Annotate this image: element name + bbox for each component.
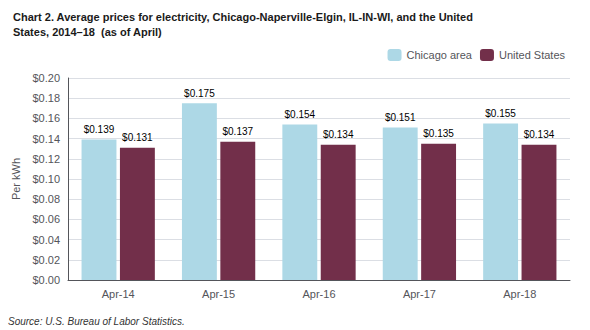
svg-text:$0.131: $0.131 bbox=[122, 132, 153, 143]
svg-text:$0.175: $0.175 bbox=[184, 88, 215, 99]
svg-text:Chart 2. Average prices for el: Chart 2. Average prices for electricity,… bbox=[13, 11, 473, 23]
svg-text:$0.06: $0.06 bbox=[32, 213, 60, 225]
svg-text:$0.10: $0.10 bbox=[32, 173, 60, 185]
svg-text:$0.14: $0.14 bbox=[32, 133, 60, 145]
svg-text:Apr-14: Apr-14 bbox=[102, 288, 135, 300]
svg-text:States, 2014–18 (as of April): States, 2014–18 (as of April) bbox=[13, 26, 162, 38]
svg-text:$0.04: $0.04 bbox=[32, 234, 60, 246]
svg-text:$0.151: $0.151 bbox=[385, 112, 416, 123]
svg-text:Source: U.S. Bureau of Labor S: Source: U.S. Bureau of Labor Statistics. bbox=[8, 316, 185, 327]
svg-text:Apr-15: Apr-15 bbox=[202, 288, 235, 300]
svg-text:Per kWh: Per kWh bbox=[10, 158, 22, 200]
svg-text:$0.16: $0.16 bbox=[32, 112, 60, 124]
svg-text:$0.08: $0.08 bbox=[32, 193, 60, 205]
svg-text:$0.18: $0.18 bbox=[32, 92, 60, 104]
svg-text:$0.137: $0.137 bbox=[222, 126, 253, 137]
svg-text:$0.20: $0.20 bbox=[32, 72, 60, 84]
svg-text:$0.139: $0.139 bbox=[84, 124, 115, 135]
svg-text:Apr-17: Apr-17 bbox=[403, 288, 436, 300]
svg-text:$0.02: $0.02 bbox=[32, 254, 60, 266]
svg-text:$0.154: $0.154 bbox=[285, 109, 316, 120]
svg-text:$0.00: $0.00 bbox=[32, 274, 60, 286]
svg-text:United States: United States bbox=[499, 49, 566, 61]
svg-text:$0.155: $0.155 bbox=[485, 108, 516, 119]
svg-text:$0.134: $0.134 bbox=[524, 129, 555, 140]
svg-text:$0.12: $0.12 bbox=[32, 153, 60, 165]
svg-text:Chicago area: Chicago area bbox=[407, 49, 473, 61]
svg-text:Apr-16: Apr-16 bbox=[302, 288, 335, 300]
svg-text:$0.134: $0.134 bbox=[323, 129, 354, 140]
svg-text:$0.135: $0.135 bbox=[423, 128, 454, 139]
svg-text:Apr-18: Apr-18 bbox=[503, 288, 536, 300]
